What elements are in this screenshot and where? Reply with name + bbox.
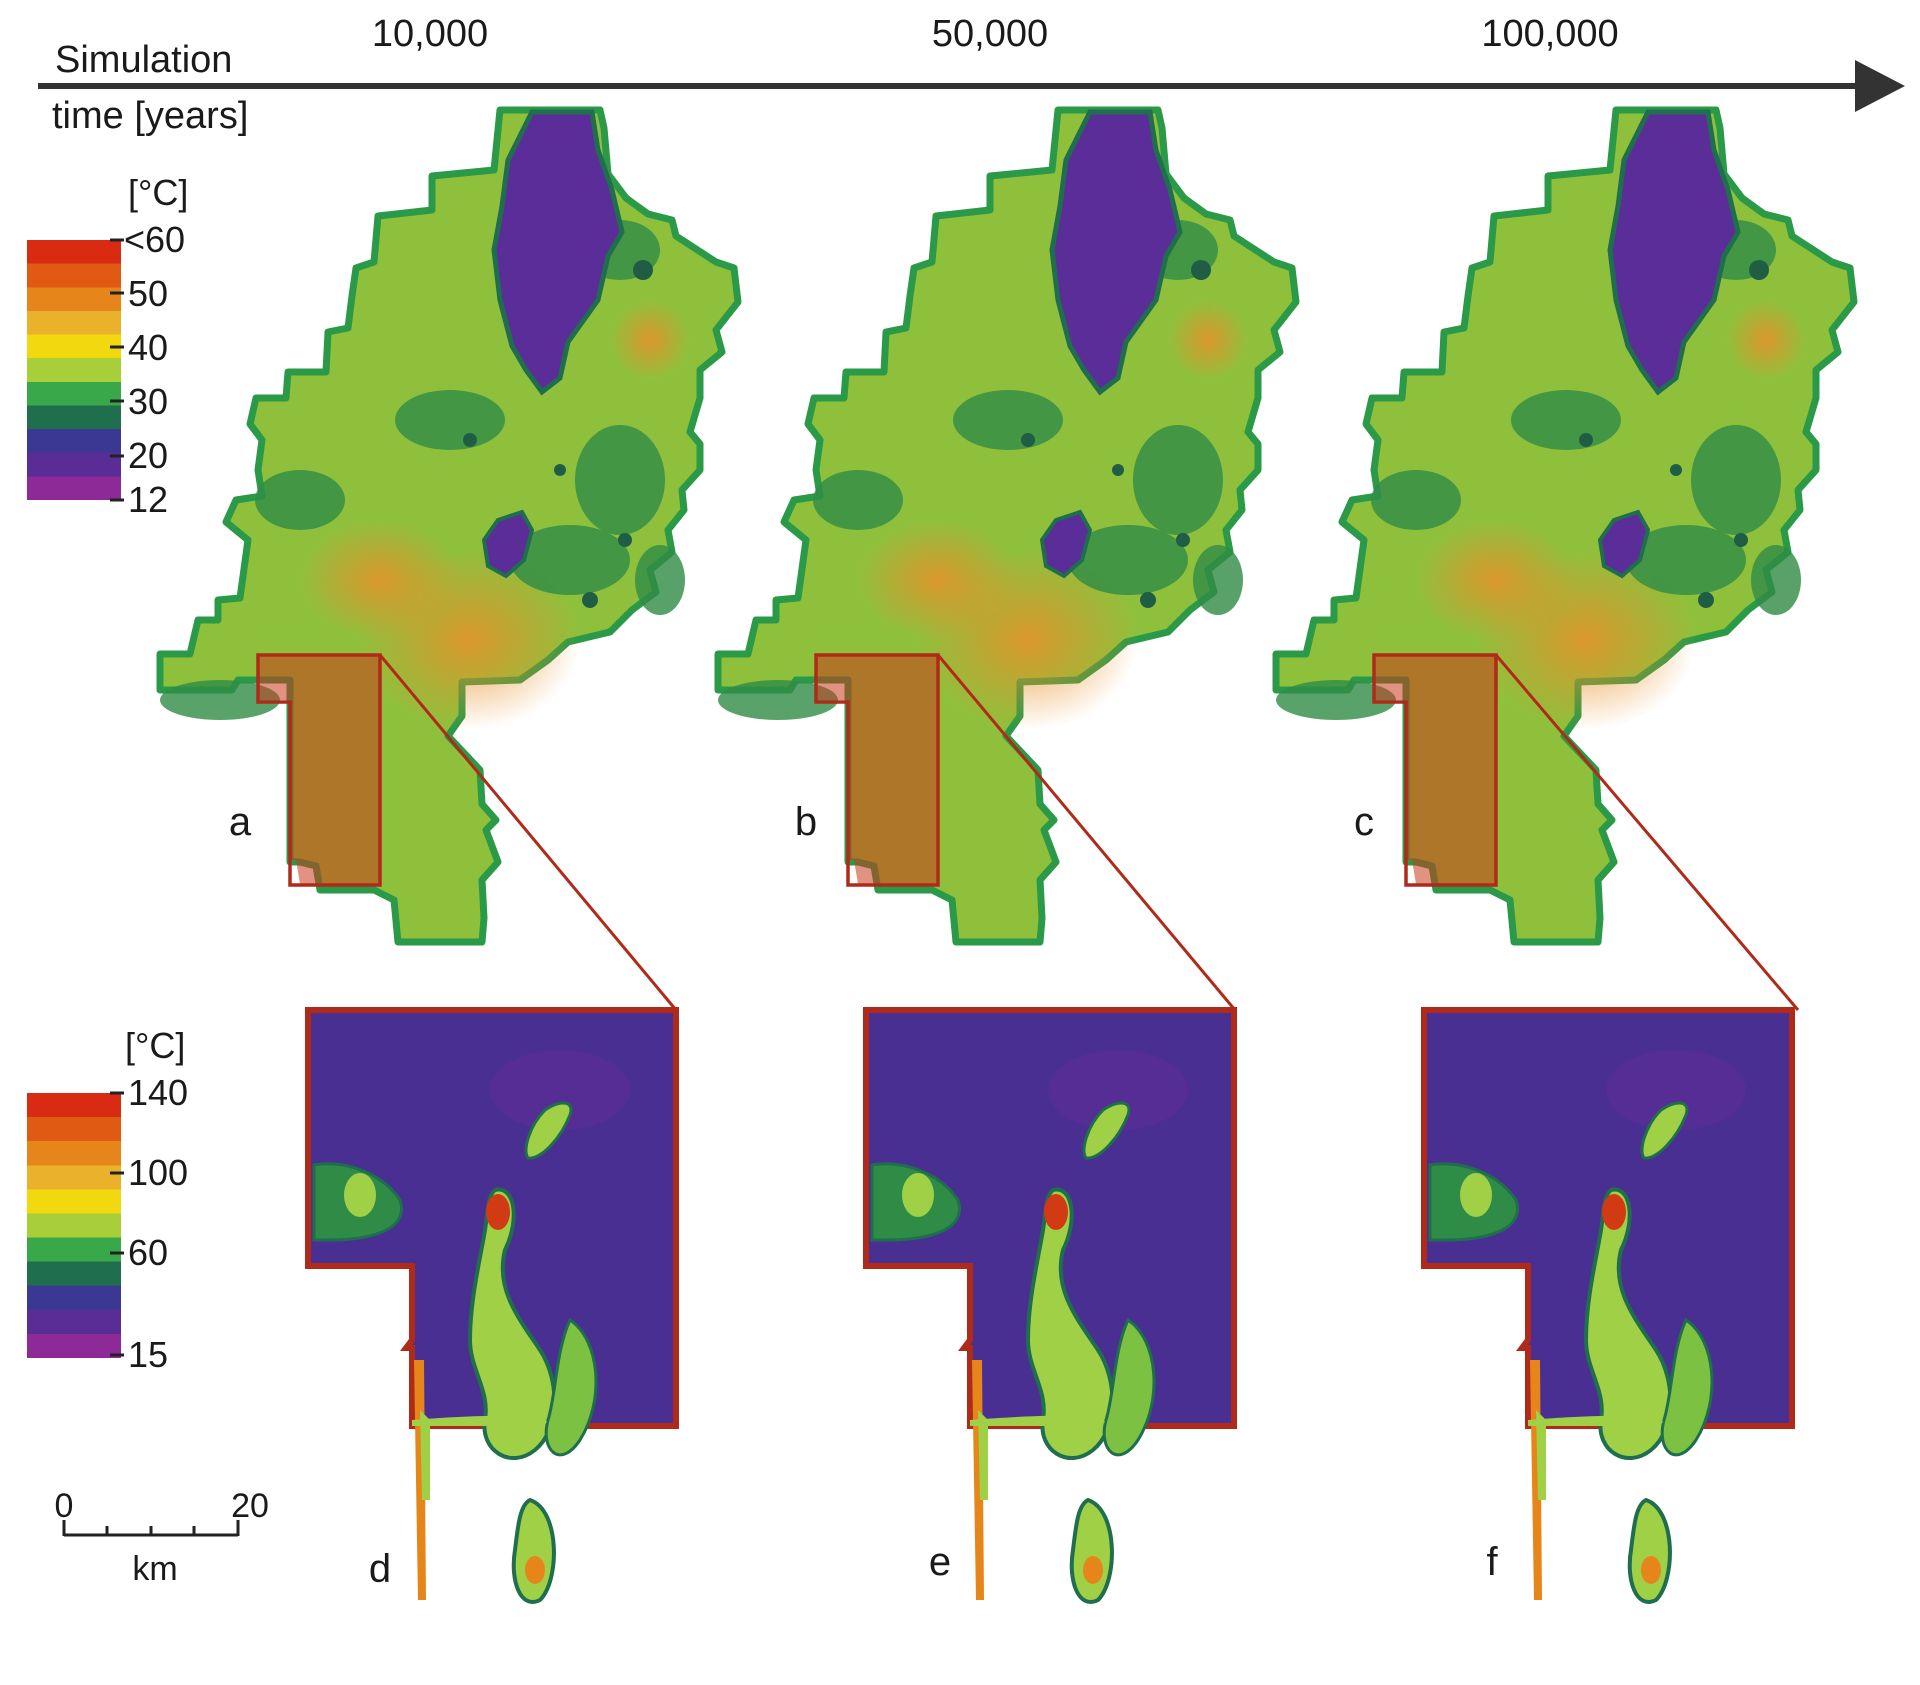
scalebar-end: 20: [231, 1487, 269, 1525]
scalebar-start: 0: [55, 1487, 74, 1525]
bottom-color-scale: [°C] 140 100 60 15: [27, 1025, 188, 1375]
panel-letter-d: d: [369, 1547, 391, 1591]
inset-map-d: [308, 1010, 676, 1602]
time-axis: Simulation time [years] 10,000 50,000 10…: [38, 13, 1905, 137]
bottom-scale-tick-140: 140: [128, 1072, 188, 1113]
top-scale-tick-20: 20: [128, 435, 168, 476]
distance-scalebar: 0 20 km: [55, 1487, 269, 1588]
bottom-scale-tick-100: 100: [128, 1152, 188, 1193]
bottom-scale-unit: [°C]: [125, 1025, 185, 1066]
panel-letter-b: b: [795, 800, 817, 844]
panel-letter-e: e: [929, 1540, 951, 1584]
time-tick-10000: 10,000: [372, 13, 488, 55]
time-axis-label-line2: time [years]: [52, 95, 248, 137]
top-color-scale: [°C] <60 50 40 30 20 12: [27, 172, 188, 520]
top-scale-tick-50: 50: [128, 273, 168, 314]
time-axis-label-line1: Simulation: [55, 39, 232, 81]
top-scale-tick-40: 40: [128, 327, 168, 368]
bottom-scale-tick-15: 15: [128, 1334, 168, 1375]
top-scale-unit: [°C]: [128, 172, 188, 213]
panel-letters: a b c d e f: [229, 800, 1499, 1591]
bottom-scale-tick-60: 60: [128, 1232, 168, 1273]
top-scale-tick-30: 30: [128, 381, 168, 422]
time-tick-100000: 100,000: [1481, 13, 1618, 55]
bottom-scale-bar: [27, 1093, 121, 1358]
inset-panel-e: [866, 1010, 1234, 1602]
panel-letter-a: a: [229, 800, 252, 844]
inset-map-e: [866, 1010, 1234, 1602]
time-axis-arrowhead: [1855, 60, 1905, 112]
panel-letter-c: c: [1354, 800, 1374, 844]
top-scale-tick-60: <60: [124, 219, 185, 260]
panel-letter-f: f: [1486, 1540, 1498, 1584]
top-scale-tick-12: 12: [128, 479, 168, 520]
top-scale-bar: [27, 240, 121, 500]
inset-map-f: [1424, 1010, 1792, 1602]
zoom-connectors: [378, 654, 1800, 1011]
time-tick-50000: 50,000: [932, 13, 1048, 55]
inset-panel-f: [1424, 1010, 1792, 1602]
inset-panel-d: [308, 1010, 676, 1602]
scalebar-unit: km: [132, 1550, 177, 1588]
